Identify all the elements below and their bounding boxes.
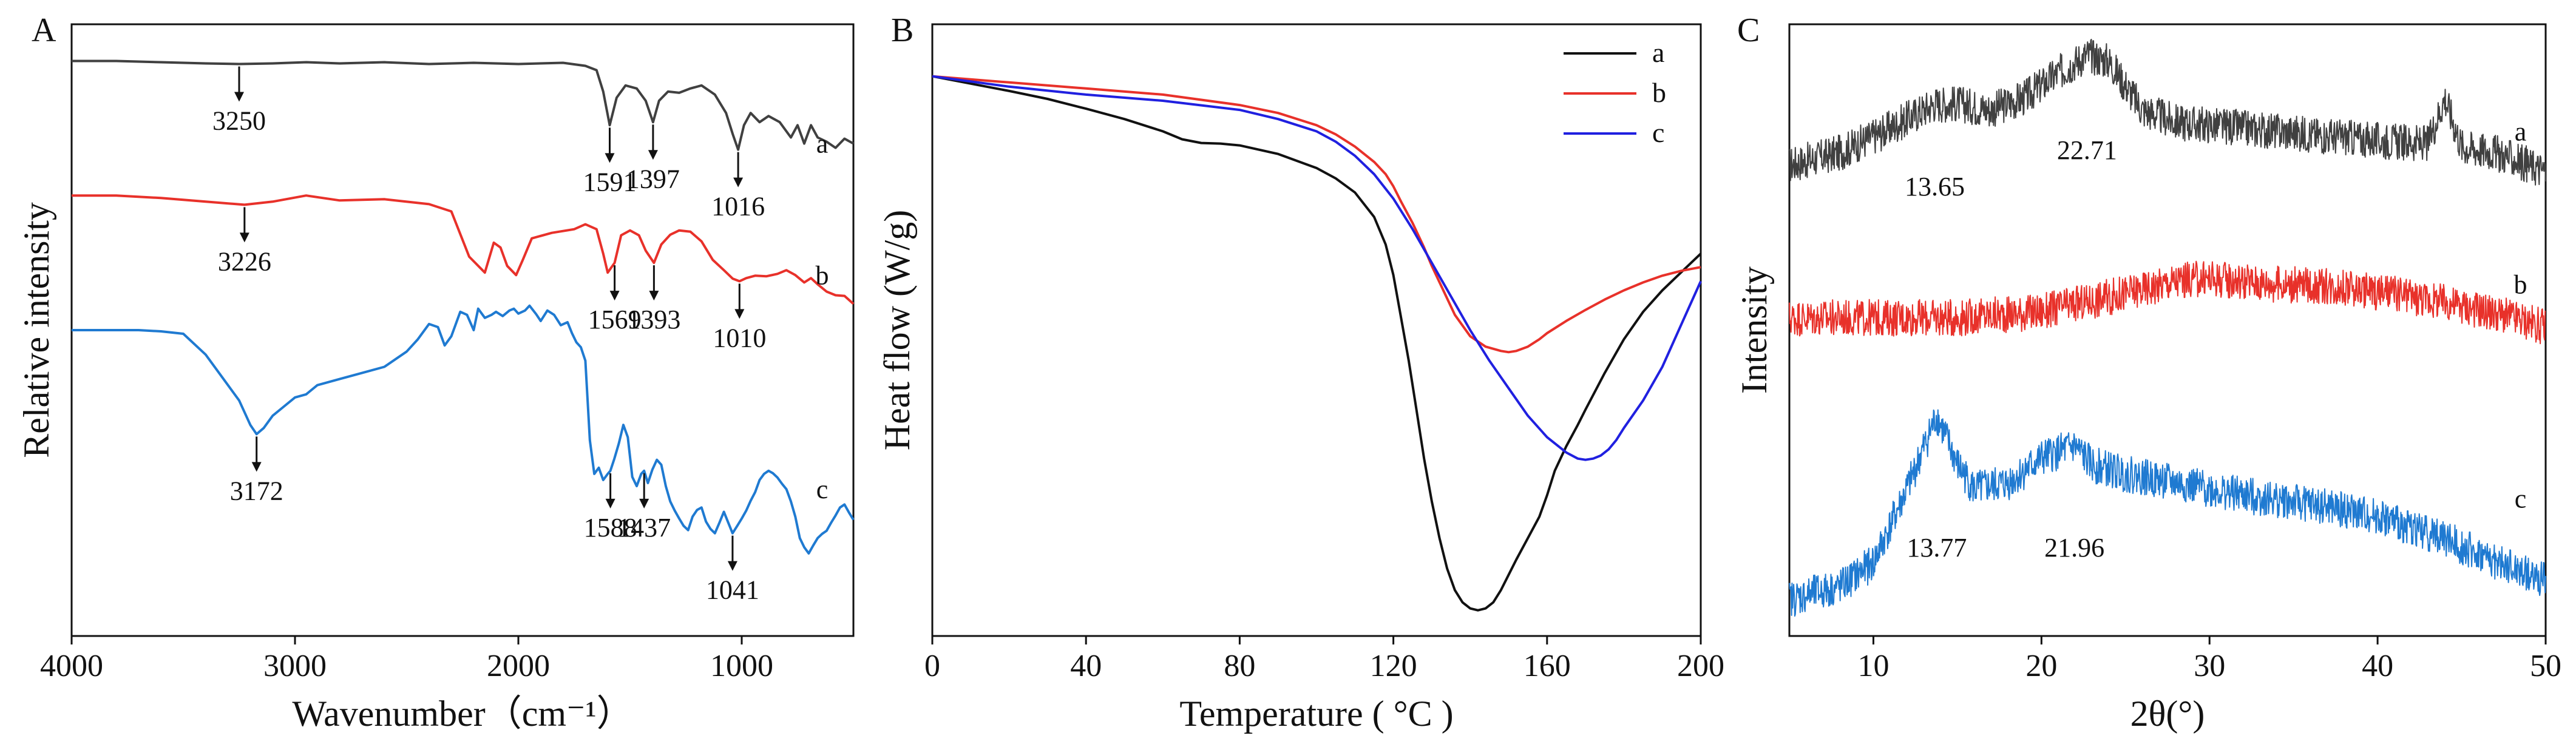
x-tick-label-b-200: 200 [1677, 649, 1724, 683]
x-tick-label-c-10: 10 [1857, 649, 1889, 683]
series-label-a-a: a [816, 129, 829, 159]
series-group-c [1789, 38, 2546, 617]
annotation-label-c-22.71: 22.71 [2057, 135, 2117, 165]
y-axis-title-c: Intensity [1734, 266, 1774, 394]
annotation-label-a-3250: 3250 [212, 106, 266, 136]
x-tick-label-a-4000: 4000 [40, 649, 103, 683]
annotation-label-a-1041: 1041 [706, 575, 759, 605]
annotation-arrowhead-a-1569 [609, 291, 620, 301]
series-line-c-b [1789, 260, 2546, 345]
series-group-a [72, 59, 855, 555]
annotation-arrowhead-a-1591 [605, 153, 615, 163]
annotation-label-a-1437: 1437 [617, 513, 671, 543]
series-label-a-c: c [816, 475, 829, 504]
panel-letter-a: A [32, 12, 56, 49]
annotation-label-a-1569: 1569 [588, 305, 642, 334]
series-line-b-c [932, 75, 1702, 461]
annotation-arrowhead-a-3226 [239, 232, 249, 243]
annotation-label-c-13.65: 13.65 [1905, 172, 1965, 201]
series-label-a-b: b [815, 260, 829, 290]
plot-frame-b [931, 23, 1702, 637]
panel-c: C 10 20 30 40 50 13.65 22.71 13.77 21.96 a b c 2θ… [1734, 12, 2561, 734]
x-axis-title-b: Temperature ( °C ) [1179, 694, 1453, 734]
annotation-arrowhead-a-1041 [727, 561, 737, 571]
annotation-arrowhead-a-1397 [648, 150, 658, 160]
x-tick-label-c-50: 50 [2530, 649, 2561, 683]
series-labels-a: a b c [815, 129, 829, 505]
annotation-label-a-1591: 1591 [583, 167, 637, 197]
annotation-arrowhead-a-3250 [234, 92, 244, 102]
series-line-c-c [1789, 409, 2546, 617]
series-line-a-c [72, 304, 855, 555]
peak-annotations-c: 13.65 22.71 13.77 21.96 [1905, 135, 2117, 563]
x-tick-label-a-2000: 2000 [487, 649, 550, 683]
series-line-c-a [1789, 38, 2546, 186]
annotation-arrowhead-a-1393 [649, 291, 659, 301]
x-tick-label-b-0: 0 [924, 649, 940, 683]
annotation-label-c-21.96: 21.96 [2044, 533, 2104, 563]
annotation-arrowhead-a-1437 [639, 498, 649, 509]
x-tick-label-b-40: 40 [1070, 649, 1102, 683]
legend-label-b: b [1652, 77, 1666, 108]
x-tick-label-b-160: 160 [1524, 649, 1571, 683]
x-tick-label-c-40: 40 [2362, 649, 2393, 683]
x-tick-label-b-120: 120 [1370, 649, 1417, 683]
series-line-b-b [932, 75, 1701, 354]
series-label-c-b: b [2513, 270, 2527, 300]
y-axis-title-b: Heat flow (W/g) [877, 210, 917, 451]
series-line-a-a [72, 59, 854, 151]
annotation-arrowhead-a-1588 [605, 498, 615, 509]
legend-label-a: a [1652, 37, 1664, 68]
x-tick-label-a-3000: 3000 [263, 649, 327, 683]
annotation-label-a-1010: 1010 [713, 323, 766, 353]
annotation-label-c-13.77: 13.77 [1907, 533, 1967, 563]
series-label-c-a: a [2515, 117, 2527, 147]
annotation-arrowhead-a-3172 [251, 462, 262, 472]
annotation-label-a-1393: 1393 [627, 305, 680, 334]
y-axis-title-a: Relative intensity [16, 202, 56, 458]
annotation-label-a-1397: 1397 [626, 164, 680, 194]
x-tick-label-b-80: 80 [1224, 649, 1255, 683]
annotation-label-a-3172: 3172 [230, 476, 283, 506]
panel-b: B 0 40 80 120 160 200 abc Temperature ( °C ) … [877, 12, 1724, 734]
panel-letter-c: C [1737, 12, 1760, 49]
annotation-label-a-1016: 1016 [711, 192, 765, 222]
annotation-arrowhead-a-1010 [734, 309, 745, 319]
x-ticks-a: 4000 3000 2000 1000 [40, 636, 773, 683]
annotation-label-a-3226: 3226 [218, 246, 271, 276]
legend-b: abc [1564, 37, 1666, 148]
series-group-b [932, 75, 1702, 612]
x-axis-title-a: Wavenumber（cm⁻¹） [292, 694, 632, 734]
series-label-c-c: c [2515, 484, 2527, 513]
x-ticks-b: 0 40 80 120 160 200 [924, 636, 1724, 683]
x-tick-label-c-20: 20 [2025, 649, 2057, 683]
legend-label-c: c [1652, 117, 1664, 148]
x-ticks-c: 10 20 30 40 50 [1857, 636, 2561, 683]
x-tick-label-c-30: 30 [2194, 649, 2225, 683]
series-line-a-b [72, 194, 855, 305]
series-line-b-a [932, 75, 1702, 612]
plot-frame-c [1788, 23, 2547, 637]
annotation-label-a-1588: 1588 [584, 513, 637, 543]
series-labels-c: a b c [2513, 117, 2527, 514]
panel-letter-b: B [891, 12, 913, 49]
x-tick-label-a-1000: 1000 [710, 649, 773, 683]
x-axis-title-c: 2θ(°) [2130, 694, 2205, 734]
annotation-arrowhead-a-1016 [733, 177, 744, 188]
